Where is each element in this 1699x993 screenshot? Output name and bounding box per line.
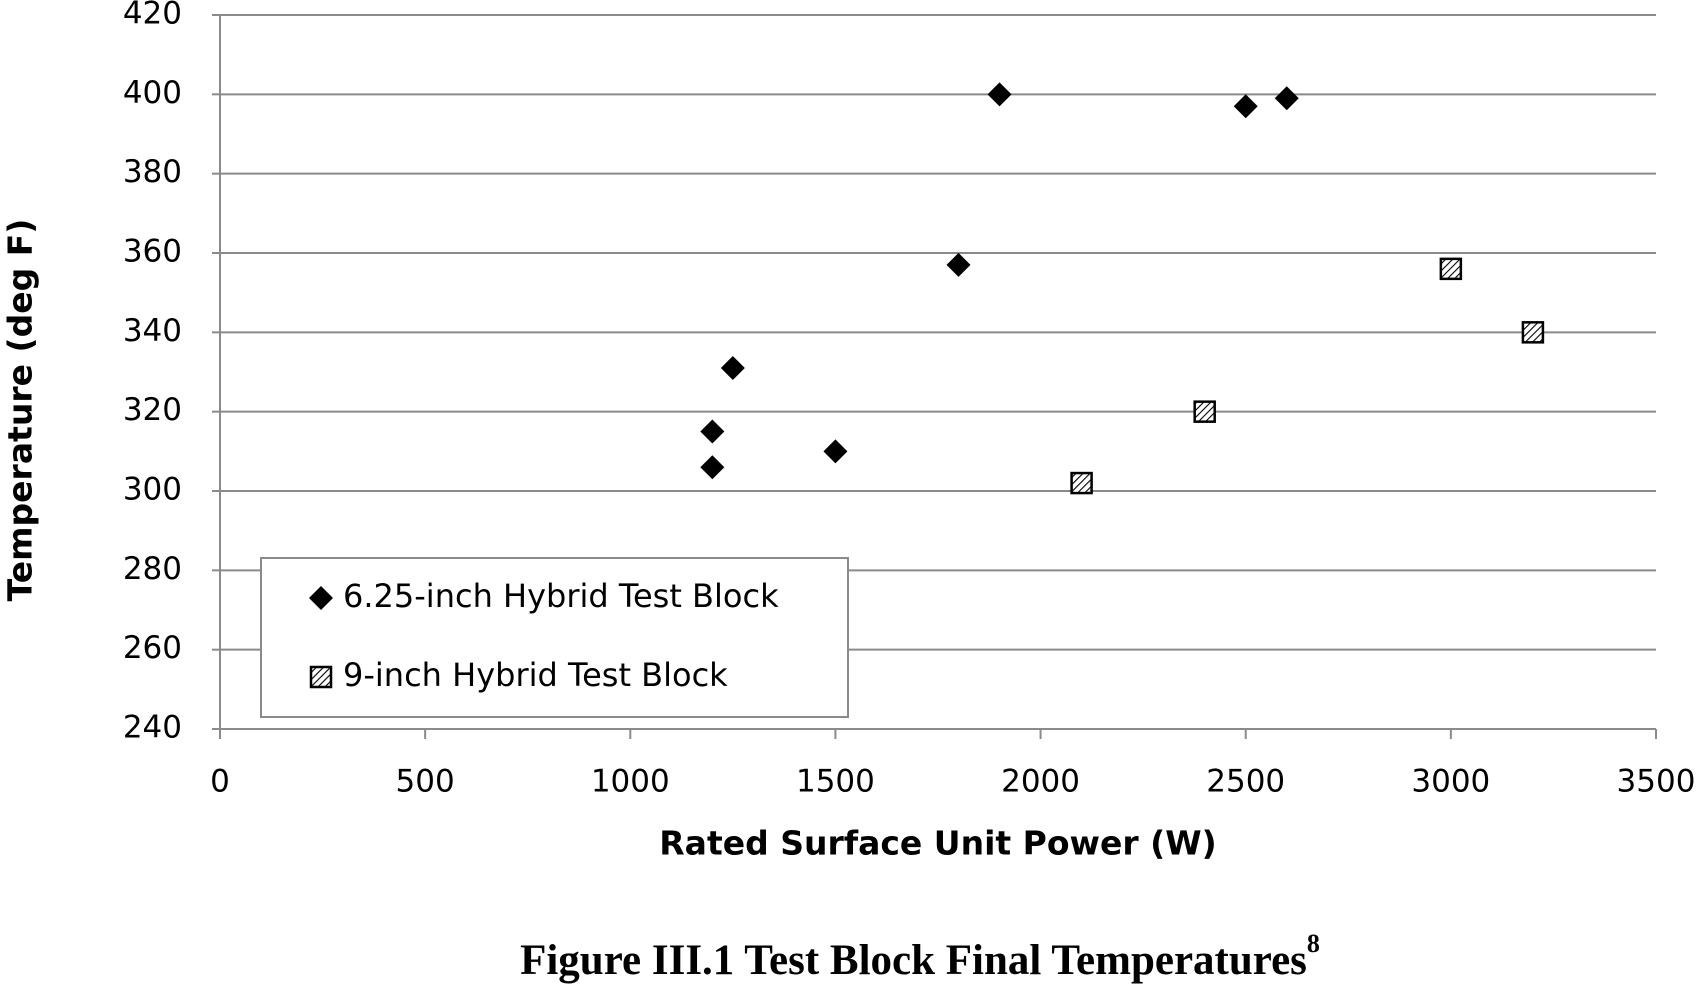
y-tick-label: 400 bbox=[123, 75, 182, 111]
square-point bbox=[1070, 471, 1093, 495]
y-tick-label: 340 bbox=[123, 313, 182, 349]
y-tick-label: 320 bbox=[123, 392, 182, 428]
y-axis-label: Temperature (deg F) bbox=[1, 219, 40, 602]
y-tick-label: 260 bbox=[123, 630, 182, 666]
x-axis-label: Rated Surface Unit Power (W) bbox=[659, 824, 1216, 863]
x-tick-label: 0 bbox=[210, 764, 230, 800]
square-point bbox=[1193, 400, 1216, 423]
diamond-point bbox=[823, 439, 848, 464]
y-tick-label: 360 bbox=[123, 234, 182, 270]
diamond-point bbox=[700, 455, 725, 480]
y-tick-label: 280 bbox=[123, 551, 182, 587]
diamond-point bbox=[987, 82, 1012, 107]
square-point bbox=[1521, 321, 1545, 344]
x-tick-label: 3000 bbox=[1411, 764, 1490, 800]
figure-caption: Figure III.1 Test Block Final Temperatur… bbox=[520, 929, 1320, 984]
x-tick-label: 1500 bbox=[796, 764, 875, 800]
diamond-point bbox=[1274, 86, 1299, 111]
legend-marker bbox=[309, 586, 333, 610]
x-tick-label: 2000 bbox=[1001, 764, 1080, 800]
diamond-point bbox=[720, 356, 745, 381]
legend-marker bbox=[309, 665, 333, 689]
legend-box bbox=[260, 557, 849, 718]
x-tick-label: 2500 bbox=[1206, 764, 1285, 800]
diamond-point bbox=[946, 252, 971, 277]
x-tick-label: 1000 bbox=[591, 764, 670, 800]
caption-footnote: 8 bbox=[1307, 929, 1320, 958]
y-tick-label: 380 bbox=[123, 154, 182, 190]
legend-label: 9-inch Hybrid Test Block bbox=[343, 656, 728, 694]
y-tick-label: 240 bbox=[123, 710, 182, 746]
diamond-point bbox=[1233, 94, 1258, 119]
y-tick-label: 300 bbox=[123, 472, 182, 508]
x-tick-label: 3500 bbox=[1617, 764, 1696, 800]
square-point bbox=[1439, 257, 1463, 281]
diamond-point bbox=[700, 419, 725, 444]
y-tick-label: 420 bbox=[123, 0, 182, 32]
legend-label: 6.25-inch Hybrid Test Block bbox=[343, 577, 779, 615]
x-tick-label: 500 bbox=[396, 764, 455, 800]
caption-text: Figure III.1 Test Block Final Temperatur… bbox=[520, 937, 1307, 984]
